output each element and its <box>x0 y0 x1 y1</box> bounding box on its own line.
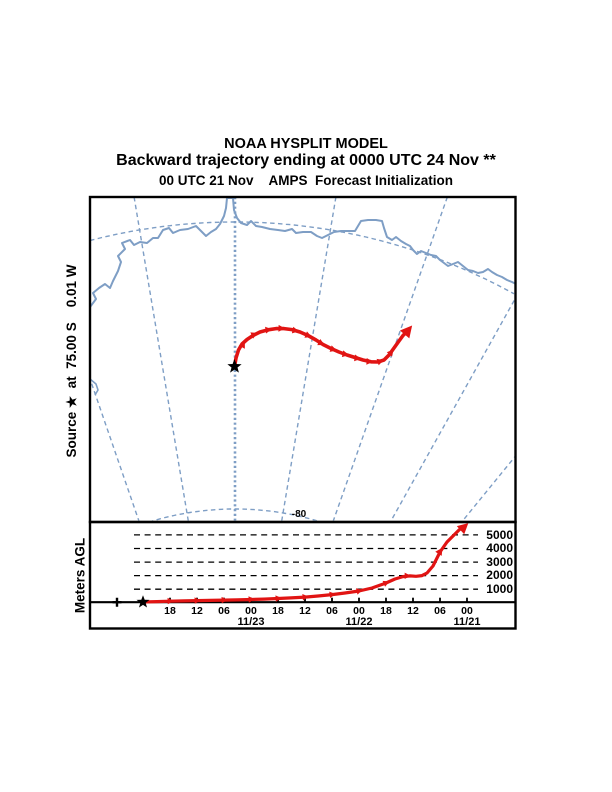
hour-label: 18 <box>380 605 392 617</box>
date-label-1121: 11/21 <box>453 616 481 628</box>
map-trajectory-path <box>232 324 413 369</box>
gridline-label-2000: 2000 <box>486 568 513 582</box>
hour-label: 12 <box>191 605 203 617</box>
height-profile <box>90 523 516 605</box>
hour-label: 06 <box>218 605 230 617</box>
hour-label: 06 <box>326 605 338 617</box>
latitude-80-label: -80 <box>291 509 307 520</box>
map-graticule <box>91 198 515 521</box>
date-label-1123: 11/23 <box>237 616 265 628</box>
hour-label: 06 <box>434 605 446 617</box>
page-subtitle: Backward trajectory ending at 0000 UTC 2… <box>116 152 496 169</box>
hour-label: 12 <box>299 605 311 617</box>
gridline-label-3000: 3000 <box>486 554 513 569</box>
date-label-1122: 11/22 <box>345 616 373 628</box>
gridline-label-4000: 4000 <box>486 541 513 555</box>
hour-label: 18 <box>164 605 176 617</box>
hour-label: 12 <box>407 605 419 617</box>
gridline-label-1000: 1000 <box>486 582 513 596</box>
page-subtitle-2: 00 UTC 21 Nov AMPS Forecast Initializati… <box>158 173 454 188</box>
map-panel: -80 <box>90 197 516 522</box>
page-title: NOAA HYSPLIT MODEL <box>224 136 388 152</box>
hour-label: 00 <box>353 605 365 617</box>
panel-frames <box>88 195 517 630</box>
hour-label: 00 <box>245 605 257 617</box>
source-star-markers <box>112 359 242 608</box>
map-coastline <box>91 198 515 396</box>
hour-label: 00 <box>461 605 473 617</box>
gridline-label-5000: 5000 <box>486 527 513 542</box>
hour-label: 18 <box>272 605 284 617</box>
